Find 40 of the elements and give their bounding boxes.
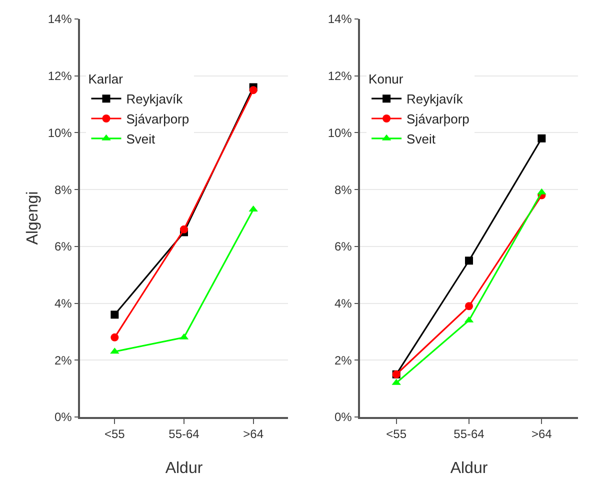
legend-label: Sveit — [406, 131, 436, 146]
x-tick-label: 55-64 — [454, 427, 485, 442]
x-tick-label: <55 — [104, 427, 126, 442]
x-tick-label: <55 — [386, 427, 407, 442]
y-tick-label: 12% — [48, 69, 72, 84]
y-tick-label: 14% — [48, 12, 72, 26]
x-tick-label: >64 — [531, 427, 552, 442]
x-axis-title: Aldur — [450, 460, 488, 477]
legend-label: Sjávarþorp — [406, 112, 470, 127]
legend-label: Sveit — [126, 131, 156, 146]
x-tick-label: >64 — [243, 427, 264, 442]
point — [465, 256, 473, 265]
legend-title: Konur — [368, 72, 404, 87]
legend-label: Sjávarþorp — [126, 112, 190, 127]
y-tick-label: 0% — [54, 410, 72, 424]
y-tick-label: 8% — [54, 182, 72, 197]
legend-title: Karlar — [88, 72, 124, 87]
point — [538, 134, 546, 142]
y-tick-label: 10% — [48, 126, 72, 140]
y-tick-label: 4% — [334, 296, 352, 310]
y-tick-label: 10% — [328, 126, 352, 140]
point — [249, 86, 258, 94]
y-tick-label: 6% — [334, 240, 352, 254]
y-tick-label: 4% — [54, 296, 72, 310]
point — [465, 302, 473, 310]
y-tick-label: 2% — [54, 353, 72, 368]
y-tick-label: 6% — [54, 240, 72, 254]
point — [110, 333, 119, 342]
y-tick-label: 8% — [334, 182, 352, 197]
point — [180, 225, 188, 234]
legend-label: Reykjavík — [406, 92, 464, 107]
y-tick-label: 14% — [328, 12, 352, 26]
y-tick-label: 0% — [334, 410, 352, 424]
x-axis-title: Aldur — [165, 460, 204, 477]
y-tick-label: 2% — [334, 353, 352, 368]
legend-label: Reykjavík — [126, 92, 184, 107]
x-tick-label: 55-64 — [168, 427, 200, 442]
y-axis-title: Algengi — [24, 191, 42, 245]
y-tick-label: 12% — [328, 69, 352, 84]
point — [110, 310, 119, 319]
